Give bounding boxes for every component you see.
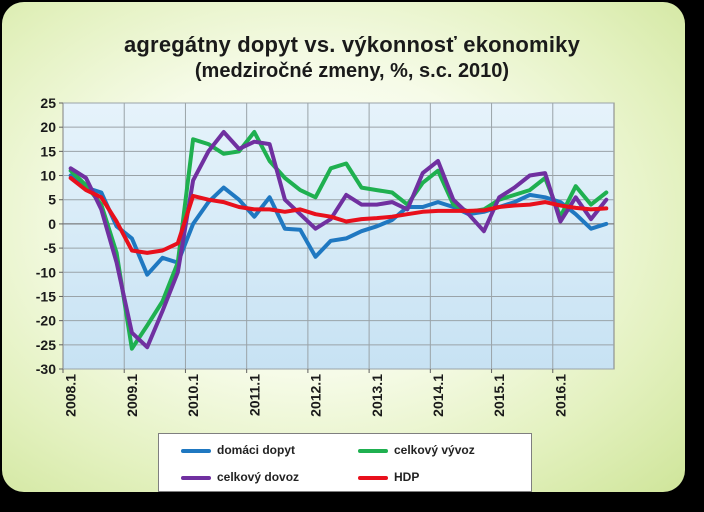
y-tick-label: 10 bbox=[40, 168, 56, 184]
series-line-2 bbox=[68, 130, 609, 350]
y-tick-label: 15 bbox=[40, 143, 56, 159]
y-tick-label: 20 bbox=[40, 119, 56, 135]
x-tick-label: 2012.1 bbox=[308, 374, 324, 417]
x-tick-label: 2009.1 bbox=[124, 374, 140, 417]
y-tick-label: -20 bbox=[36, 313, 56, 329]
series-line-0 bbox=[68, 173, 609, 277]
x-tick-label: 2016.1 bbox=[552, 374, 568, 417]
y-tick-label: -15 bbox=[36, 288, 56, 304]
x-tick-label: 2014.1 bbox=[430, 374, 446, 417]
x-tick-label: 2010.1 bbox=[185, 374, 201, 417]
legend-swatch bbox=[181, 449, 211, 453]
chart-title: agregátny dopyt vs. výkonnosť ekonomiky bbox=[123, 32, 581, 57]
y-tick-label: -10 bbox=[36, 264, 56, 280]
series-line-3 bbox=[68, 176, 609, 255]
x-tick-label: 2015.1 bbox=[491, 374, 507, 417]
grid bbox=[63, 102, 614, 370]
x-axis: 2008.1 2009.1 2010.1 2011.1 2012.1 2013.1 2014… bbox=[62, 369, 568, 417]
y-tick-label: 25 bbox=[40, 95, 56, 111]
y-axis: 25 20 15 10 5 0 -5 -10 -15 -20 -25 -30 bbox=[36, 95, 63, 377]
series-lines bbox=[68, 130, 609, 351]
y-tick-label: 5 bbox=[48, 192, 56, 208]
y-tick-label: 0 bbox=[48, 216, 56, 232]
legend-label: domáci dopyt bbox=[217, 443, 296, 457]
legend-label: HDP bbox=[394, 470, 420, 484]
legend-swatch bbox=[358, 476, 388, 480]
x-tick-label: 2013.1 bbox=[369, 374, 385, 417]
legend-swatch bbox=[181, 476, 211, 480]
x-tick-label: 2011.1 bbox=[246, 374, 262, 416]
legend-label: celkový vývoz bbox=[394, 443, 475, 457]
legend: domáci dopyt celkový vývoz celkový dovoz… bbox=[158, 433, 532, 492]
legend-swatch bbox=[358, 449, 388, 453]
chart-subtitle: (medziročné zmeny, %, s.c. 2010) bbox=[194, 60, 510, 82]
x-tick-label: 2008.1 bbox=[63, 374, 79, 417]
legend-label: celkový dovoz bbox=[217, 470, 300, 484]
y-tick-label: -25 bbox=[36, 337, 56, 353]
series-line-1 bbox=[68, 130, 609, 351]
y-tick-label: -5 bbox=[44, 240, 57, 256]
y-tick-label: -30 bbox=[36, 361, 56, 377]
